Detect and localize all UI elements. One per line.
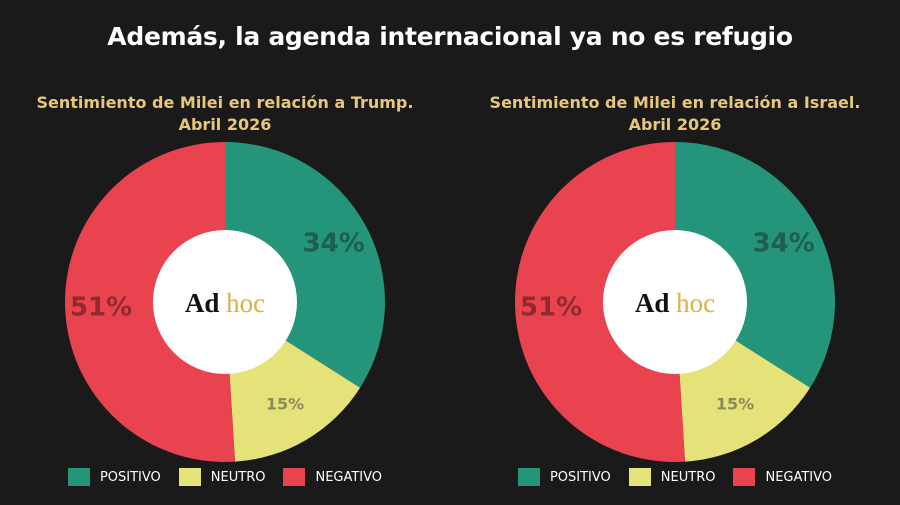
donut-chart-trump: 34% 15% 51% Ad hoc	[64, 142, 385, 462]
chart-title-line: Sentimiento de Milei en relación a Israe…	[489, 93, 861, 112]
chart-subtitle: Abril 2026	[178, 115, 272, 134]
data-label-positivo: 34%	[753, 229, 815, 259]
legend-label: NEUTRO	[660, 469, 716, 485]
legend: POSITIVO NEUTRO NEGATIVO	[0, 468, 450, 486]
adhoc-logo: Ad hoc	[635, 288, 715, 318]
legend-swatch-negativo	[733, 468, 756, 486]
legend-label: POSITIVO	[549, 469, 611, 485]
legend-swatch-positivo	[67, 468, 90, 486]
data-label-positivo: 34%	[303, 229, 365, 259]
legend-label: NEGATIVO	[765, 469, 833, 485]
chart-title: Sentimiento de Milei en relación a Trump…	[0, 92, 450, 136]
chart-title-line: Sentimiento de Milei en relación a Trump…	[36, 93, 414, 112]
legend-item-negativo: NEGATIVO	[283, 468, 382, 486]
chart-title: Sentimiento de Milei en relación a Israe…	[450, 92, 900, 136]
chart-subtitle: Abril 2026	[628, 115, 722, 134]
legend-swatch-negativo	[283, 468, 306, 486]
data-label-negativo: 51%	[70, 292, 132, 322]
adhoc-logo: Ad hoc	[185, 288, 265, 318]
donut-chart-israel: 34% 15% 51% Ad hoc	[514, 142, 835, 462]
legend-item-neutro: NEUTRO	[628, 468, 716, 486]
page-title: Además, la agenda internacional ya no es…	[107, 22, 793, 51]
legend-swatch-positivo	[517, 468, 540, 486]
legend-item-negativo: NEGATIVO	[733, 468, 832, 486]
data-label-negativo: 51%	[520, 292, 582, 322]
data-label-neutro: 15%	[266, 394, 304, 413]
legend-label: NEGATIVO	[315, 469, 383, 485]
chart-israel: 34% 15% 51% Ad hoc Sentimiento de Milei en …	[450, 88, 900, 505]
pie-slice-negativo	[514, 142, 686, 462]
donut-center	[153, 230, 297, 374]
legend-label: NEUTRO	[210, 469, 266, 485]
legend-item-positivo: POSITIVO	[517, 468, 611, 486]
data-label-neutro: 15%	[716, 394, 754, 413]
donut-center	[603, 230, 747, 374]
pie-slice-negativo	[64, 142, 236, 462]
legend-swatch-neutro	[628, 468, 651, 486]
legend-label: POSITIVO	[99, 469, 161, 485]
legend-item-positivo: POSITIVO	[67, 468, 161, 486]
legend-swatch-neutro	[178, 468, 201, 486]
chart-trump: 34% 15% 51% Ad hoc Sentimiento de Milei en …	[0, 88, 450, 505]
legend-item-neutro: NEUTRO	[178, 468, 266, 486]
legend: POSITIVO NEUTRO NEGATIVO	[450, 468, 900, 486]
